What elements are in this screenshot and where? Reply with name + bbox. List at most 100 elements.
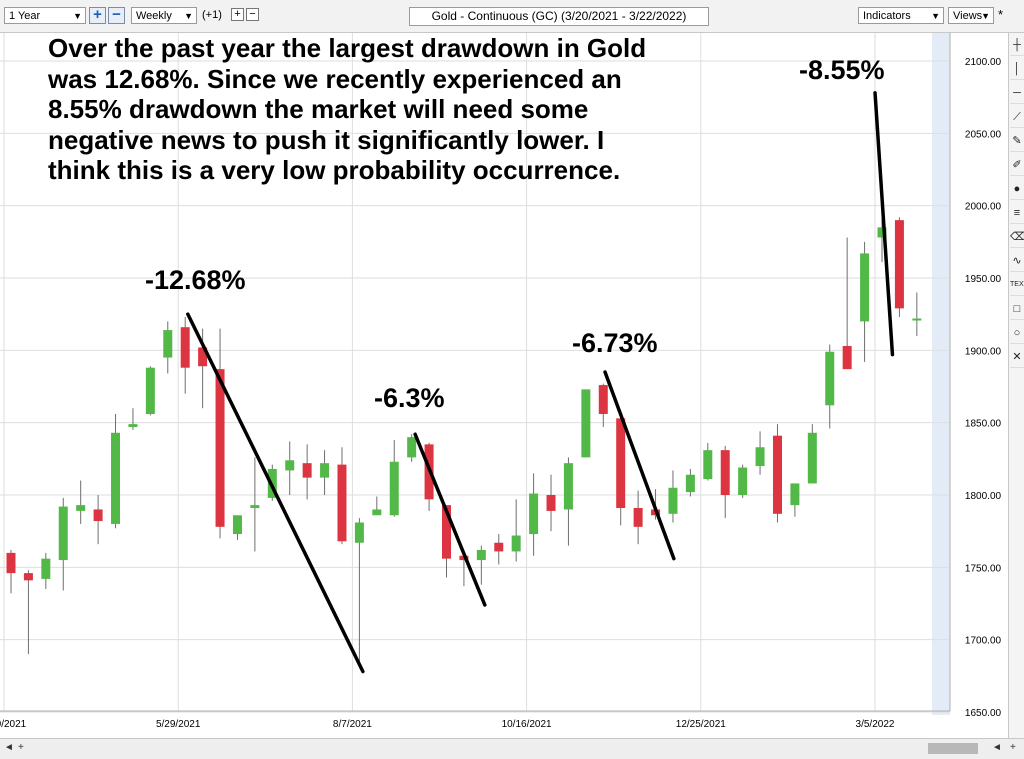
candle-up [163, 330, 173, 358]
candle-up [912, 318, 922, 321]
candle-up [111, 432, 121, 524]
brush-icon[interactable]: ✐ [1010, 155, 1024, 176]
candle-down [598, 385, 608, 414]
drawdown-line-1 [186, 312, 365, 674]
candle-up [128, 424, 138, 428]
eraser-icon[interactable]: ⌫ [1010, 227, 1024, 248]
candle-down [442, 505, 451, 559]
y-tick-label: 1850.00 [965, 419, 1002, 430]
scroll-start-icon[interactable]: + [18, 742, 24, 753]
candle-down [720, 450, 730, 495]
offset-plus-button[interactable]: + [231, 8, 244, 21]
y-tick-label: 1800.00 [965, 491, 1002, 502]
candle-down [546, 495, 556, 511]
candle-up [76, 505, 86, 511]
fill-icon[interactable]: ● [1010, 179, 1024, 200]
drawdown-label-3: -6.73% [572, 328, 658, 358]
candle-up [476, 549, 486, 561]
y-tick-label: 2000.00 [965, 202, 1002, 213]
chevron-down-icon: ▼ [73, 11, 82, 21]
fibonacci-icon[interactable]: ≡ [1010, 203, 1024, 224]
chevron-down-icon: ▼ [931, 11, 940, 21]
candle-up [825, 351, 835, 406]
candle-down [894, 220, 904, 309]
vertical-line-icon[interactable]: │ [1010, 59, 1024, 80]
period-select-value: 1 Year [9, 10, 41, 22]
candle-down [633, 508, 643, 527]
candle-up [755, 447, 765, 467]
x-tick-label: 8/7/2021 [333, 719, 372, 730]
candle-down [842, 345, 852, 370]
candle-up [232, 515, 242, 535]
candle-down [494, 542, 504, 552]
chevron-down-icon: ▼ [981, 11, 990, 21]
views-select[interactable]: Views ▼ [948, 7, 994, 24]
scroll-end-icon[interactable]: + [1010, 742, 1016, 753]
scroll-left-icon[interactable]: ◄ [4, 742, 14, 753]
horizontal-scrollbar[interactable]: ◄ + ◄ + [0, 738, 1024, 759]
zoom-in-button[interactable]: + [89, 7, 106, 24]
candle-down [198, 347, 208, 367]
candle-up [354, 522, 364, 543]
candle-down [337, 464, 347, 542]
candle-up [407, 437, 417, 458]
star-icon[interactable]: * [998, 7, 1004, 22]
y-tick-label: 2100.00 [965, 57, 1002, 68]
drawdown-line-4 [873, 91, 895, 357]
candle-up [145, 367, 155, 414]
x-tick-label: 3/20/2021 [0, 719, 27, 730]
candle-up [320, 463, 330, 478]
y-tick-label: 1700.00 [965, 636, 1002, 647]
horizontal-line-icon[interactable]: ─ [1010, 83, 1024, 104]
y-tick-label: 1900.00 [965, 346, 1002, 357]
scroll-thumb[interactable] [928, 743, 978, 754]
candle-up [581, 389, 591, 458]
wave-icon[interactable]: ∿ [1010, 251, 1024, 272]
symbol-title-box[interactable]: Gold - Continuous (GC) (3/20/2021 - 3/22… [409, 7, 709, 26]
offset-label: (+1) [202, 9, 222, 21]
candle-down [23, 573, 33, 581]
candle-up [285, 460, 295, 471]
candle-up [738, 467, 748, 495]
candle-up [372, 509, 382, 516]
candle-up [250, 505, 260, 509]
candle-down [302, 463, 312, 478]
y-tick-label: 2050.00 [965, 129, 1002, 140]
x-tick-label: 10/16/2021 [502, 719, 552, 730]
candle-up [860, 253, 870, 322]
candle-down [616, 418, 626, 509]
pencil-icon[interactable]: ✎ [1010, 131, 1024, 152]
y-tick-label: 1750.00 [965, 563, 1002, 574]
candle-up [529, 493, 539, 535]
zoom-out-button[interactable]: − [108, 7, 125, 24]
annotation-text: Over the past year the largest drawdown … [48, 33, 647, 185]
candle-up [389, 461, 399, 516]
candle-down [215, 369, 225, 527]
candle-up [685, 474, 695, 493]
text-icon[interactable]: TEXT [1010, 275, 1024, 296]
candle-up [703, 450, 713, 480]
candle-up [58, 506, 68, 561]
period-select[interactable]: 1 Year ▼ [4, 7, 86, 24]
drawdown-line-2 [413, 432, 487, 607]
x-tick-label: 12/25/2021 [676, 719, 726, 730]
indicators-select[interactable]: Indicators ▼ [858, 7, 944, 24]
trend-line-icon[interactable]: ⟋ [1010, 107, 1024, 128]
current-bar-highlight [932, 33, 950, 715]
offset-minus-button[interactable]: − [246, 8, 259, 21]
candle-down [772, 435, 782, 514]
price-chart[interactable]: 2100.00 2050.00 2000.00 1950.00 1900.00 1850.… [0, 33, 1008, 738]
candle-up [877, 227, 887, 238]
close-icon[interactable]: ✕ [1010, 347, 1024, 368]
x-tick-label: 3/5/2022 [856, 719, 895, 730]
candle-up [563, 463, 573, 510]
interval-select[interactable]: Weekly ▼ [131, 7, 197, 24]
rectangle-icon[interactable]: □ [1010, 299, 1024, 320]
crosshair-icon[interactable]: ┼ [1010, 35, 1024, 56]
scroll-right-icon[interactable]: ◄ [992, 742, 1002, 753]
x-tick-label: 5/29/2021 [156, 719, 201, 730]
interval-select-value: Weekly [136, 10, 172, 22]
y-tick-label: 1950.00 [965, 274, 1002, 285]
ellipse-icon[interactable]: ○ [1010, 323, 1024, 344]
drawdown-label-2: -6.3% [374, 383, 445, 413]
